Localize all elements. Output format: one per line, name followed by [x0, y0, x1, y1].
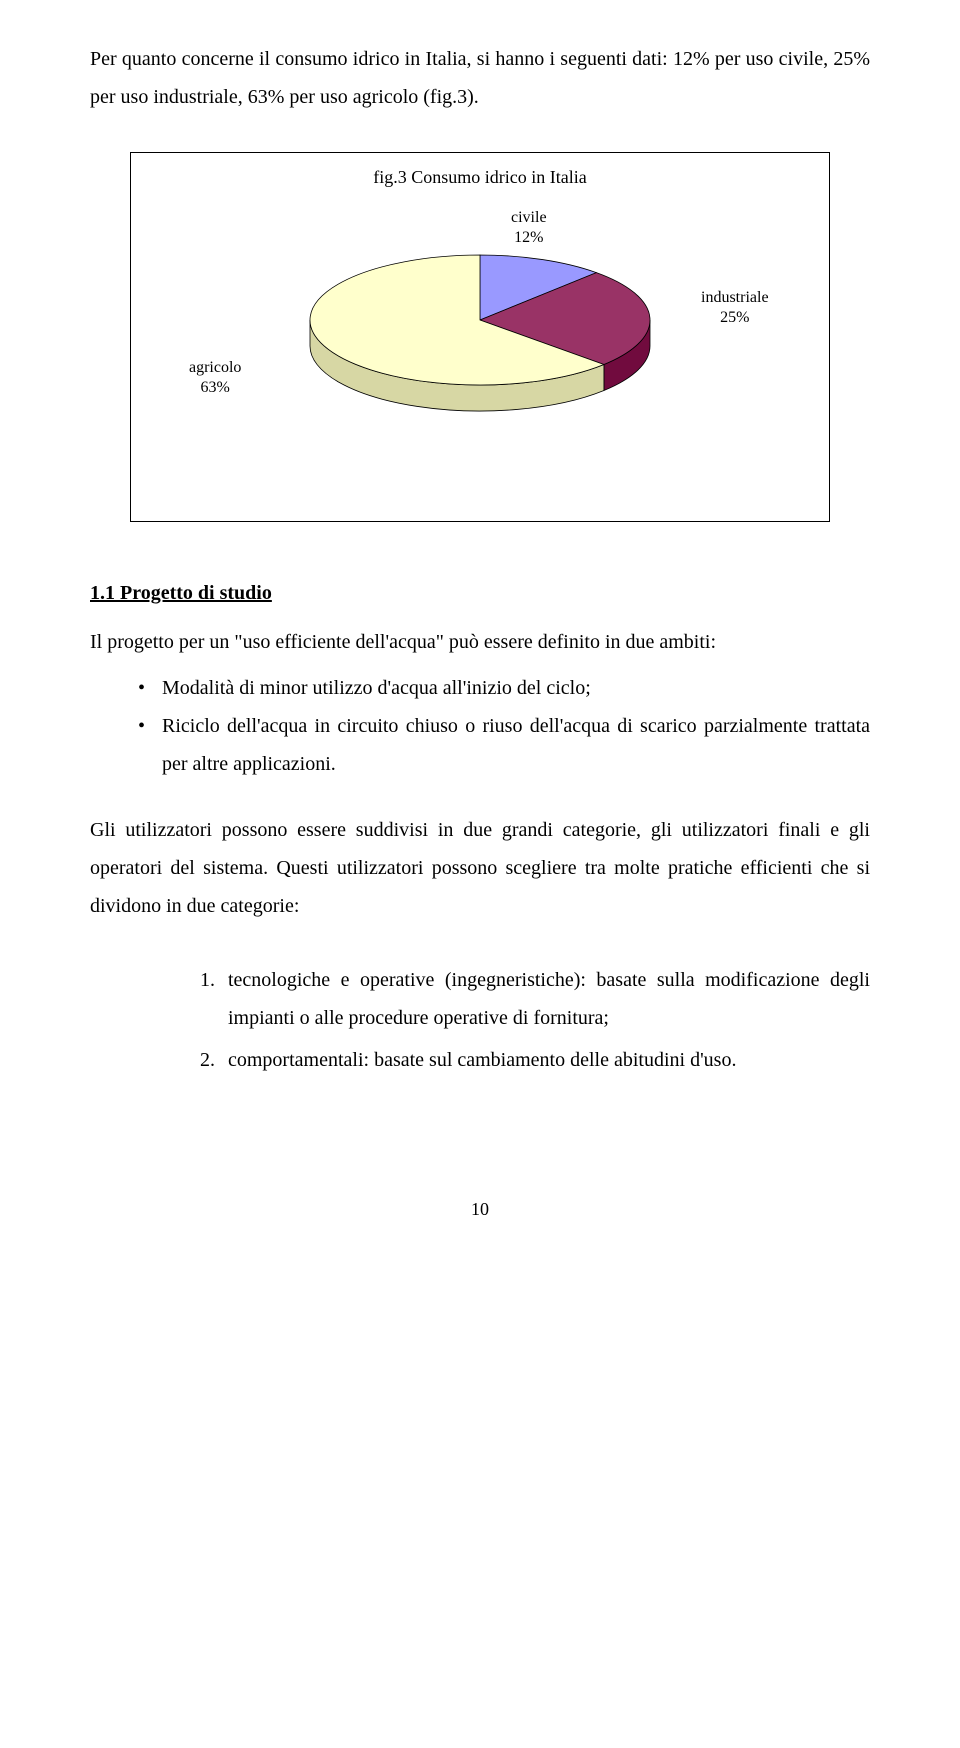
list-item-text: tecnologiche e operative (ingegneristich…: [228, 969, 870, 1029]
list-item: 2. comportamentali: basate sul cambiament…: [200, 1041, 870, 1079]
section-body: Gli utilizzatori possono essere suddivis…: [90, 811, 870, 925]
numbered-list: 1. tecnologiche e operative (ingegneristi…: [90, 961, 870, 1079]
page-number: 10: [90, 1199, 870, 1220]
chart-title: fig.3 Consumo idrico in Italia: [131, 153, 829, 188]
list-item-text: comportamentali: basate sul cambiamento …: [228, 1049, 736, 1071]
chart-slice-label: civile12%: [511, 208, 547, 248]
intro-paragraph: Per quanto concerne il consumo idrico in…: [90, 40, 870, 116]
pie-chart-svg: [280, 245, 680, 441]
chart-area: civile12% industriale25% agricolo63%: [131, 188, 829, 498]
list-item: 1. tecnologiche e operative (ingegneristi…: [200, 961, 870, 1037]
chart-slice-label: agricolo63%: [189, 358, 241, 398]
bullet-list: Modalità di minor utilizzo d'acqua all'i…: [90, 669, 870, 783]
section-intro: Il progetto per un "uso efficiente dell'…: [90, 623, 870, 661]
list-item: Modalità di minor utilizzo d'acqua all'i…: [138, 669, 870, 707]
list-item: Riciclo dell'acqua in circuito chiuso o …: [138, 707, 870, 783]
chart-slice-label: industriale25%: [701, 288, 769, 328]
list-number: 2.: [200, 1041, 215, 1079]
section-heading: 1.1 Progetto di studio: [90, 582, 870, 605]
list-number: 1.: [200, 961, 215, 999]
pie-chart-figure: fig.3 Consumo idrico in Italia civile12%…: [130, 152, 830, 522]
